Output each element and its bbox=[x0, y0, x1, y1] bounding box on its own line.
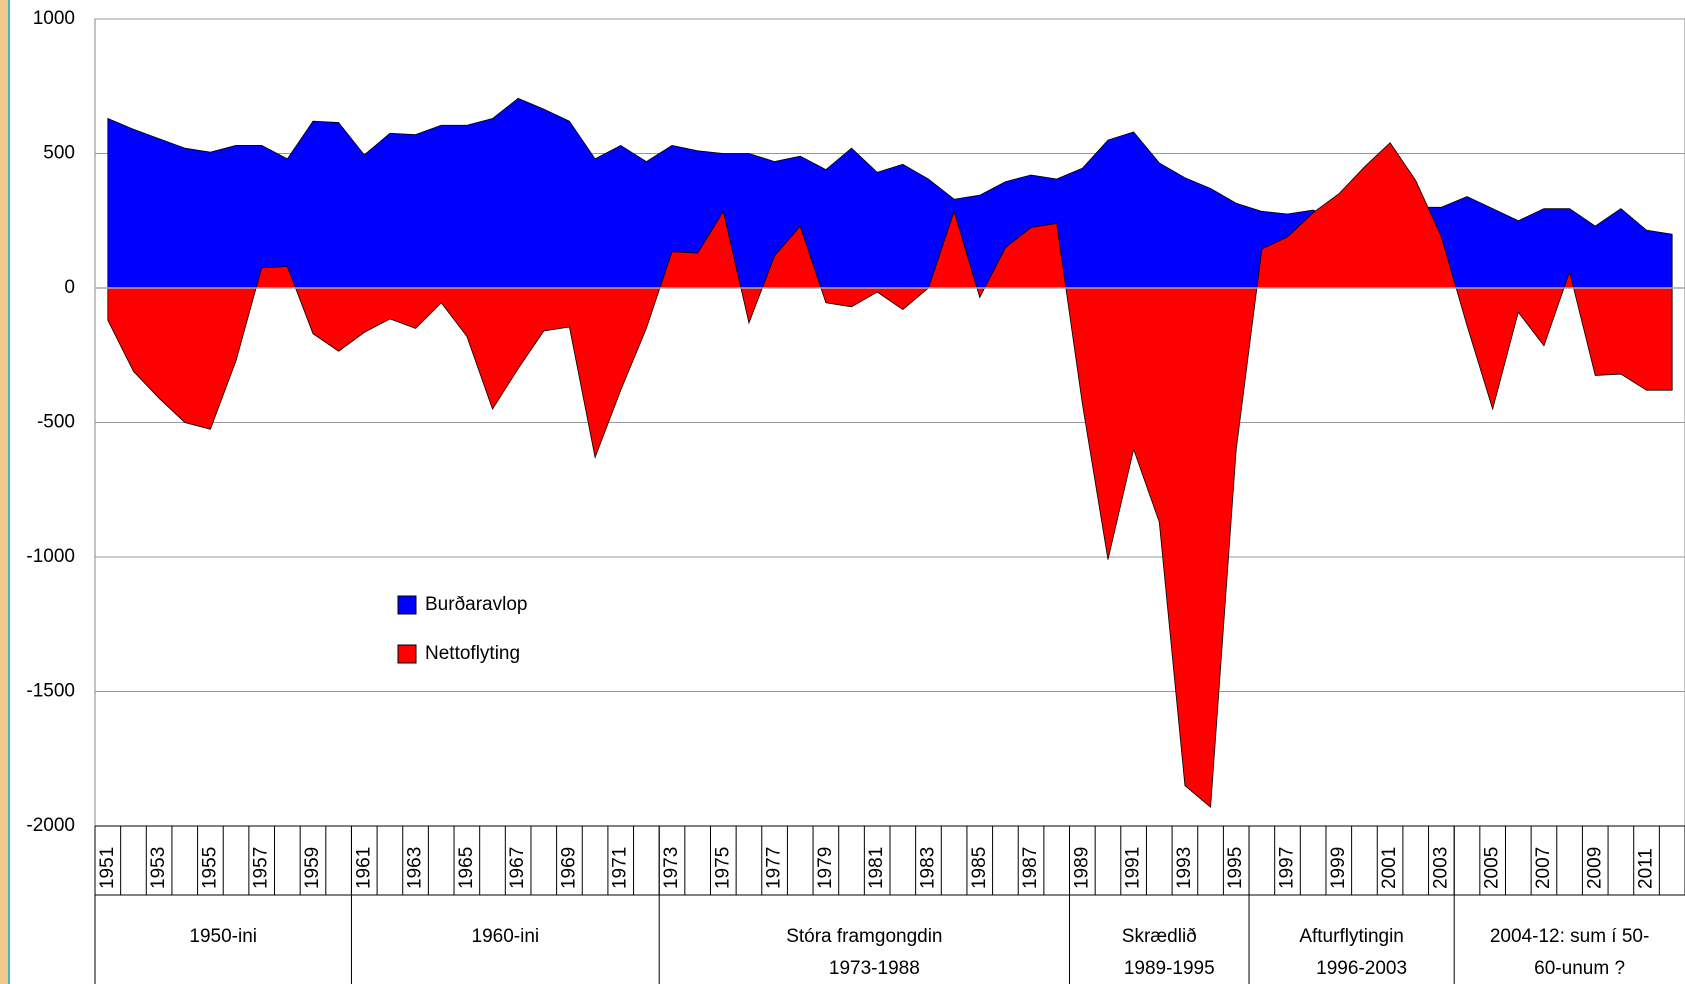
x-tick-label: 1993 bbox=[1174, 847, 1195, 889]
group-label: 2004-12: sum í 50- bbox=[1490, 926, 1649, 947]
group-label: Afturflytingin bbox=[1299, 926, 1404, 947]
x-tick-label: 1953 bbox=[148, 847, 169, 889]
y-tick-label: -500 bbox=[37, 412, 75, 433]
x-tick-label: 1981 bbox=[866, 847, 887, 889]
x-tick-label: 2007 bbox=[1533, 847, 1554, 889]
x-tick-label: 1973 bbox=[661, 847, 682, 889]
group-label: 1996-2003 bbox=[1316, 958, 1407, 979]
x-tick-label: 2005 bbox=[1482, 847, 1503, 889]
x-tick-label: 1999 bbox=[1328, 847, 1349, 889]
legend-swatch bbox=[397, 644, 417, 664]
x-tick-label: 2003 bbox=[1430, 847, 1451, 889]
legend-label: Burðaravlop bbox=[425, 594, 527, 615]
group-label: 60-unum ? bbox=[1534, 958, 1625, 979]
x-tick-label: 1957 bbox=[251, 847, 272, 889]
y-tick-label: 1000 bbox=[33, 8, 75, 29]
x-tick-label: 1997 bbox=[1277, 847, 1298, 889]
group-label: Skrædlið bbox=[1122, 926, 1197, 947]
y-tick-label: -1500 bbox=[26, 681, 75, 702]
x-tick-label: 1975 bbox=[712, 847, 733, 889]
x-tick-label: 1983 bbox=[917, 847, 938, 889]
y-tick-label: 500 bbox=[43, 143, 75, 164]
x-tick-label: 1985 bbox=[969, 847, 990, 889]
page-border bbox=[0, 0, 8, 984]
x-tick-label: 2011 bbox=[1636, 848, 1657, 889]
x-tick-label: 1959 bbox=[302, 847, 323, 889]
group-label: Stóra framgongdin bbox=[786, 926, 942, 947]
group-label: 1989-1995 bbox=[1124, 958, 1215, 979]
x-tick-label: 1995 bbox=[1225, 847, 1246, 889]
x-tick-label: 1969 bbox=[558, 847, 579, 889]
x-tick-label: 1977 bbox=[764, 847, 785, 889]
legend-swatch bbox=[397, 595, 417, 615]
x-tick-label: 1965 bbox=[456, 847, 477, 889]
x-tick-label: 1967 bbox=[507, 847, 528, 889]
x-tick-label: 2009 bbox=[1584, 847, 1605, 889]
x-tick-label: 1971 bbox=[610, 847, 631, 889]
y-tick-label: -2000 bbox=[26, 815, 75, 836]
x-tick-label: 1991 bbox=[1123, 847, 1144, 889]
x-tick-label: 1955 bbox=[199, 847, 220, 889]
group-label: 1960-ini bbox=[472, 926, 540, 947]
x-tick-label: 1961 bbox=[353, 847, 374, 889]
x-tick-label: 1963 bbox=[405, 847, 426, 889]
group-label: 1973-1988 bbox=[829, 958, 920, 979]
x-tick-label: 1979 bbox=[815, 847, 836, 889]
group-label: 1950-ini bbox=[189, 926, 257, 947]
y-tick-label: -1000 bbox=[26, 546, 75, 567]
area bbox=[107, 142, 1673, 808]
y-tick-label: 0 bbox=[64, 277, 75, 298]
legend-label: Nettoflyting bbox=[425, 643, 520, 664]
x-tick-label: 1951 bbox=[97, 847, 118, 889]
x-tick-label: 2001 bbox=[1379, 847, 1400, 889]
x-tick-label: 1987 bbox=[1020, 847, 1041, 889]
x-tick-label: 1989 bbox=[1071, 847, 1092, 889]
